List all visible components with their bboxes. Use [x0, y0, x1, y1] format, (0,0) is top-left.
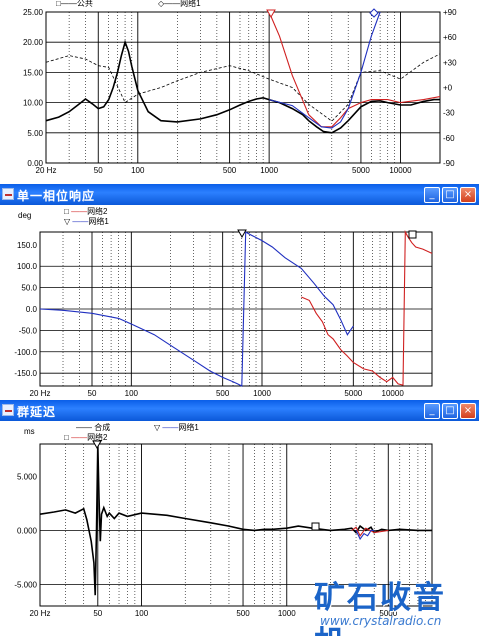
magnitude-panel: 25.00 20.00 15.00 10.00 5.00 0.00 +90 +60 +30 +0 -…	[0, 0, 479, 184]
x-tick-label: 20 Hz	[30, 609, 51, 618]
series-line-0	[39, 443, 432, 596]
x-tick-label: 500	[223, 166, 237, 175]
x-tick-label: 1000	[253, 389, 271, 398]
y2-tick-label: +60	[443, 33, 457, 42]
x-tick-label: 100	[135, 609, 149, 618]
y-tick-label: 100.0	[17, 262, 38, 271]
watermark-text: 矿石收音机	[314, 580, 446, 636]
marker-square	[408, 230, 417, 239]
window-app-icon	[2, 404, 14, 416]
x-tick-label: 1000	[278, 609, 296, 618]
x-tick-label: 20 Hz	[36, 166, 57, 175]
y-tick-label: 0.00	[27, 159, 43, 168]
marker-triangle	[266, 9, 276, 19]
x-tick-label: 5000	[379, 609, 397, 618]
y2-tick-label: -30	[443, 109, 455, 118]
x-tick-label: 100	[125, 389, 139, 398]
plot-frame	[39, 443, 433, 607]
series-line-0	[301, 229, 433, 386]
phase-y-unit: deg	[18, 211, 32, 220]
y-tick-label: 5.00	[27, 129, 43, 138]
series-line-1	[39, 231, 354, 387]
phase-chart: 150.0 100.0 50.0 0.0 -50.0 -100.0 -150.0 20 Hz 5…	[14, 229, 433, 398]
legend-sum: —— 合成	[76, 423, 111, 432]
plot-frame	[45, 11, 441, 164]
minimize-button[interactable]: _	[424, 403, 440, 419]
marker-triangle	[92, 440, 102, 450]
phase-window-title: 单一相位响应	[17, 189, 96, 203]
phase-panel: 单一相位响应 _ □ × 150.0 100.0 50.0 0.0 -50.0 -100.…	[0, 184, 479, 400]
maximize-button[interactable]: □	[442, 403, 458, 419]
y-tick-label: -5.000	[14, 580, 37, 589]
x-tick-label: 10000	[389, 166, 412, 175]
y-tick-label: 0.0	[26, 305, 38, 314]
group-delay-panel: 群延迟 _ □ × 5.000 0.000 -5.000 20 Hz 50 100 500 1…	[0, 400, 479, 636]
marker-triangle	[237, 229, 247, 239]
y-tick-label: 5.000	[17, 472, 38, 481]
legend-net1: ◇——网络1	[158, 0, 201, 8]
group-delay-chart: 5.000 0.000 -5.000 20 Hz 50 100 500 1000 5000	[14, 440, 433, 618]
series-line-2	[355, 529, 375, 541]
legend-net1: ▽ ——网络1	[154, 423, 199, 432]
series-line-0	[45, 39, 440, 134]
x-tick-label: 5000	[352, 166, 370, 175]
legend-net1: ▽ ——网络1	[64, 217, 109, 226]
marker-diamond	[369, 8, 379, 18]
y-tick-label: -50.0	[19, 326, 38, 335]
y2-tick-label: -90	[443, 159, 455, 168]
marker-square	[311, 522, 320, 531]
x-tick-label: 100	[131, 166, 145, 175]
y-tick-label: 150.0	[17, 241, 38, 250]
close-button[interactable]: ×	[460, 187, 476, 203]
y-tick-label: 10.00	[23, 99, 44, 108]
minimize-button[interactable]: _	[424, 187, 440, 203]
phase-title-bar[interactable]: 单一相位响应 _ □ ×	[0, 184, 479, 205]
watermark-logo: 矿石收音机 www.crystalradio.cn	[314, 572, 474, 636]
y2-tick-label: +90	[443, 8, 457, 17]
group-delay-title-bar[interactable]: 群延迟 _ □ ×	[0, 400, 479, 421]
x-tick-label: 20 Hz	[30, 389, 51, 398]
x-tick-label: 5000	[344, 389, 362, 398]
series-line-3	[268, 11, 381, 129]
x-tick-label: 50	[94, 166, 103, 175]
x-tick-label: 500	[216, 389, 230, 398]
y-tick-label: -150.0	[14, 369, 37, 378]
maximize-button[interactable]: □	[442, 187, 458, 203]
y-tick-label: -100.0	[14, 348, 37, 357]
x-tick-label: 10000	[382, 389, 405, 398]
legend-common: □——公共	[56, 0, 93, 8]
x-tick-label: 50	[88, 389, 97, 398]
y2-tick-label: -60	[443, 134, 455, 143]
x-tick-label: 1000	[260, 166, 278, 175]
series-line-1	[45, 53, 441, 122]
y2-tick-label: +0	[443, 84, 453, 93]
y-tick-label: 50.0	[21, 284, 37, 293]
y-tick-label: 0.000	[17, 526, 38, 535]
group-delay-window-title: 群延迟	[17, 405, 57, 419]
y-tick-label: 20.00	[23, 38, 44, 47]
x-tick-label: 500	[236, 609, 250, 618]
x-tick-label: 50	[93, 609, 102, 618]
window-app-icon	[2, 188, 14, 200]
y-tick-label: 25.00	[23, 8, 44, 17]
magnitude-chart: 25.00 20.00 15.00 10.00 5.00 0.00 +90 +60 +30 +0 -…	[23, 8, 457, 175]
legend-net2: □ ——网络2	[64, 433, 108, 442]
legend-net2: □ ——网络2	[64, 207, 108, 216]
y2-tick-label: +30	[443, 58, 457, 67]
y-tick-label: 15.00	[23, 68, 44, 77]
close-button[interactable]: ×	[460, 403, 476, 419]
group-delay-y-unit: ms	[24, 427, 35, 436]
watermark-url: www.crystalradio.cn	[320, 614, 442, 628]
series-line-1	[351, 526, 389, 537]
